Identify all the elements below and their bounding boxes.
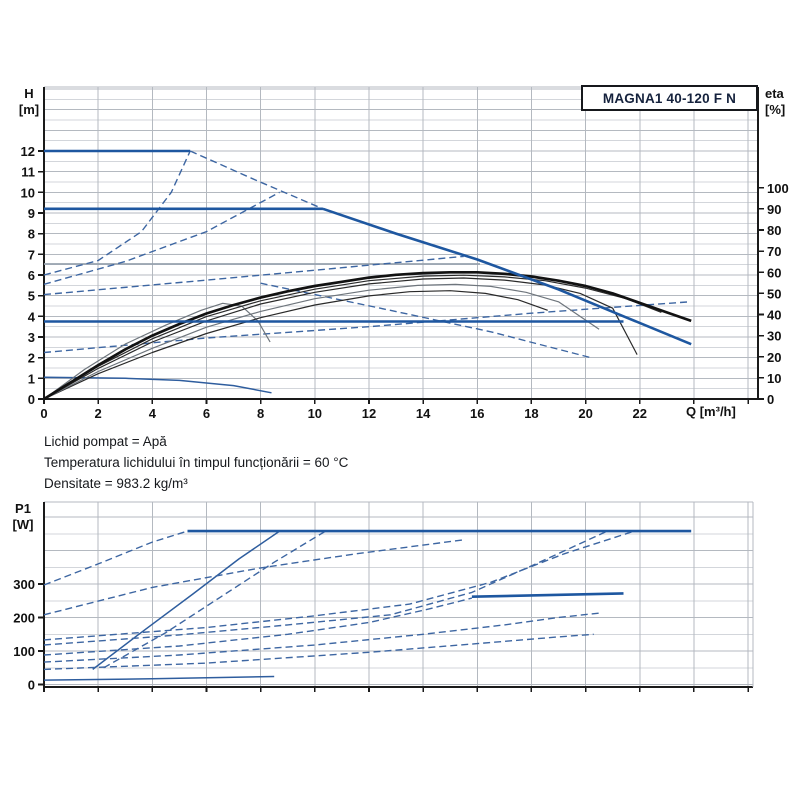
- h-axis-title-unit: [m]: [18, 102, 40, 117]
- series-p1-curve-f: [43, 633, 594, 671]
- pump-model-label: MAGNA1 40-120 F N: [581, 85, 758, 111]
- y-tick-label: 3: [28, 330, 35, 345]
- x-tick-label: 8: [257, 406, 264, 421]
- series-eta-curve-1b: [43, 274, 662, 400]
- series-eta-curve-max: [43, 270, 692, 401]
- eta-tick-label: 60: [767, 265, 781, 280]
- series-min-speed-curve: [43, 376, 272, 394]
- series-max-speed-decline: [322, 207, 692, 346]
- p1-axis-title-symbol: P1: [15, 501, 31, 516]
- p1-axis-title-unit: [W]: [12, 517, 34, 532]
- y-tick-label: 10: [21, 185, 35, 200]
- eta-tick-label: 10: [767, 371, 781, 386]
- series-max-speed-decline-upper: [189, 150, 324, 210]
- eta-tick-label: 40: [767, 308, 781, 323]
- x-tick-label: 10: [308, 406, 322, 421]
- eta-tick-label: 50: [767, 286, 781, 301]
- eta-tick-label: 80: [767, 223, 781, 238]
- y-tick-label: 5: [28, 289, 35, 304]
- liquid-info-block: Lichid pompat = Apă Temperatura lichidul…: [44, 431, 348, 494]
- info-liquid-temperature: Temperatura lichidului în timpul funcțio…: [44, 455, 349, 470]
- info-density: Densitate = 983.2 kg/m³: [44, 476, 188, 491]
- eta-tick-label: 70: [767, 244, 781, 259]
- y-tick-label: 9: [28, 206, 35, 221]
- info-pumped-liquid: Lichid pompat = Apă: [44, 434, 167, 449]
- series-p1-curve-b: [43, 530, 635, 641]
- y-tick-label: 4: [28, 309, 36, 324]
- series-p1-curve-c: [43, 530, 608, 646]
- series-p1-steep-2: [103, 530, 326, 669]
- series-p1-curve-d-end: [471, 592, 624, 598]
- y-tick-label: 0: [28, 392, 35, 407]
- x-tick-label: 2: [95, 406, 102, 421]
- eta-tick-label: 100: [767, 181, 789, 196]
- x-tick-label: 12: [362, 406, 376, 421]
- eta-axis-title: eta [%]: [765, 86, 785, 118]
- y-tick-label: 12: [21, 144, 35, 159]
- y-tick-label: 2: [28, 351, 35, 366]
- series-p1-curve-d: [43, 597, 473, 656]
- series-prop-curve-3: [43, 255, 464, 296]
- x-tick-label: 22: [633, 406, 647, 421]
- series-p1-max-rise: [43, 530, 188, 586]
- y-tick-label: 11: [21, 165, 35, 180]
- x-tick-label: 6: [203, 406, 210, 421]
- eta-axis-title-symbol: eta: [765, 86, 784, 101]
- q-axis-title: Q [m³/h]: [686, 404, 736, 419]
- x-tick-label: 4: [149, 406, 157, 421]
- x-tick-label: 16: [470, 406, 484, 421]
- y-tick-label: 100: [13, 644, 35, 659]
- y-tick-label: 7: [28, 247, 35, 262]
- series-rising-curve-low: [43, 301, 689, 354]
- series-p1-min: [43, 675, 275, 681]
- eta-axis-title-unit: [%]: [765, 102, 786, 117]
- x-tick-label: 20: [578, 406, 592, 421]
- series-prop-curve-1: [43, 150, 191, 276]
- x-tick-label: 18: [524, 406, 538, 421]
- eta-tick-label: 0: [767, 392, 774, 407]
- series-eta-curve-4: [43, 290, 548, 400]
- x-tick-label: 0: [40, 406, 47, 421]
- series-declining-curve-mid: [260, 282, 592, 359]
- series-p1-steep-1: [92, 530, 281, 670]
- series-eta-curve-3: [43, 283, 600, 400]
- series-prop-curve-2: [43, 191, 280, 285]
- series-p1-curve-e: [43, 612, 600, 663]
- series-eta-curve-2: [43, 277, 638, 400]
- eta-tick-label: 20: [767, 350, 781, 365]
- x-tick-label: 14: [416, 406, 431, 421]
- y-tick-label: 0: [28, 678, 35, 693]
- y-tick-label: 300: [13, 577, 35, 592]
- eta-tick-label: 90: [767, 202, 781, 217]
- y-tick-label: 200: [13, 611, 35, 626]
- p1-axis-title: P1 [W]: [6, 501, 40, 533]
- series-p1-curve-a: [43, 539, 464, 616]
- series-eta-curve-5: [43, 302, 271, 400]
- h-axis-title: H [m]: [12, 86, 46, 118]
- y-tick-label: 8: [28, 227, 35, 242]
- y-tick-label: 1: [28, 371, 35, 386]
- h-axis-title-symbol: H: [24, 86, 34, 101]
- y-tick-label: 6: [28, 268, 35, 283]
- eta-tick-label: 30: [767, 329, 781, 344]
